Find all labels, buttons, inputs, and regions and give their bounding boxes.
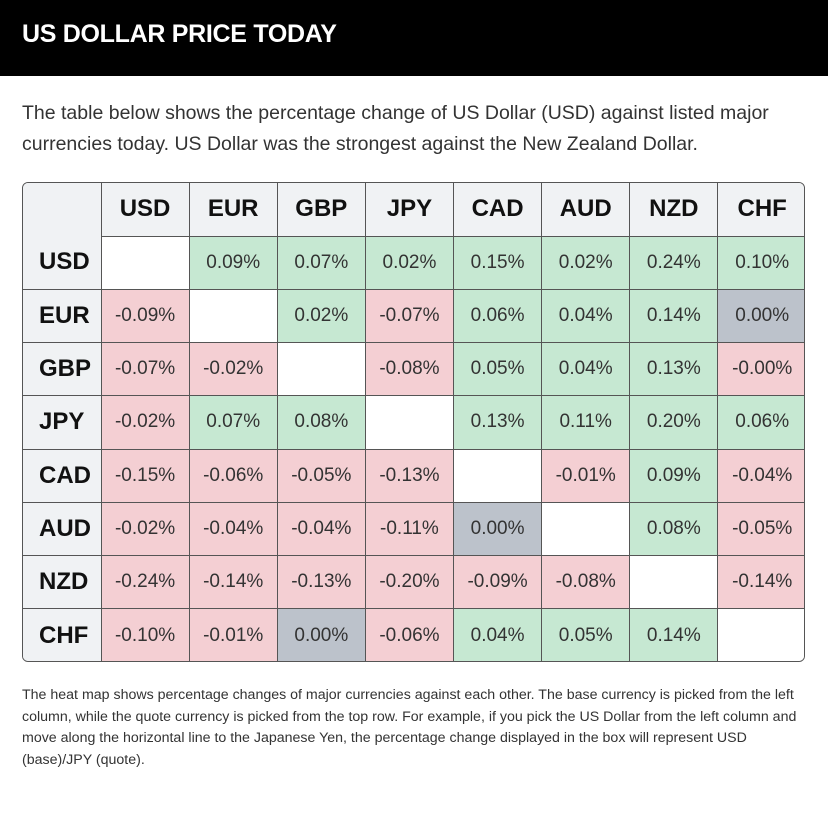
heatmap-cell-gbp-eur: -0.02% — [188, 341, 278, 397]
heatmap-cell-aud-jpy: -0.11% — [364, 501, 455, 557]
heatmap-cell-cad-usd: -0.15% — [100, 448, 190, 503]
row-header-eur: EUR — [23, 288, 102, 344]
heatmap-cell-usd-cad: 0.15% — [452, 235, 543, 290]
row-header-cad: CAD — [23, 448, 102, 503]
heatmap-cell-aud-usd: -0.02% — [100, 501, 190, 557]
heatmap-cell-nzd-aud: -0.08% — [541, 554, 631, 610]
column-header-cad: CAD — [452, 183, 543, 236]
heatmap-cell-nzd-gbp: -0.13% — [276, 554, 366, 610]
heatmap-cell-aud-cad: 0.00% — [452, 501, 543, 557]
heatmap-cell-chf-gbp: 0.00% — [276, 608, 366, 661]
heatmap-cell-usd-eur: 0.09% — [188, 235, 278, 290]
heatmap-row: CAD -0.15% -0.06% -0.05% -0.13% -0.01% 0.09% -0… — [23, 448, 804, 503]
row-header-jpy: JPY — [23, 395, 102, 450]
heatmap-cell-eur-cad: 0.06% — [452, 288, 543, 344]
row-header-aud: AUD — [23, 501, 102, 557]
heatmap-row: GBP -0.07% -0.02% -0.08% 0.05% 0.04% 0.13% -0.0… — [23, 341, 804, 397]
heatmap-row: EUR -0.09% 0.02% -0.07% 0.06% 0.04% 0.14% 0.00% — [23, 288, 804, 344]
heatmap-cell-jpy-usd: -0.02% — [100, 395, 190, 450]
heatmap-corner — [23, 183, 102, 236]
heatmap-cell-gbp-usd: -0.07% — [100, 341, 190, 397]
heatmap-cell-gbp-jpy: -0.08% — [364, 341, 455, 397]
heatmap-cell-gbp-nzd: 0.13% — [629, 341, 719, 397]
heatmap-cell-jpy-jpy — [364, 395, 455, 450]
heatmap-cell-aud-nzd: 0.08% — [629, 501, 719, 557]
heatmap-cell-cad-gbp: -0.05% — [276, 448, 366, 503]
heatmap-cell-jpy-chf: 0.06% — [717, 395, 804, 450]
heatmap-header-row: USD EUR GBP JPY CAD AUD NZD CHF — [23, 183, 804, 236]
heatmap-cell-cad-cad — [452, 448, 543, 503]
heatmap-cell-gbp-aud: 0.04% — [541, 341, 631, 397]
heatmap-cell-eur-usd: -0.09% — [100, 288, 190, 344]
heatmap-cell-eur-gbp: 0.02% — [276, 288, 366, 344]
heatmap-cell-jpy-aud: 0.11% — [541, 395, 631, 450]
heatmap-cell-gbp-gbp — [276, 341, 366, 397]
heatmap-cell-chf-eur: -0.01% — [188, 608, 278, 661]
row-header-gbp: GBP — [23, 341, 102, 397]
heatmap-cell-eur-aud: 0.04% — [541, 288, 631, 344]
heatmap-cell-jpy-eur: 0.07% — [188, 395, 278, 450]
heatmap-cell-jpy-nzd: 0.20% — [629, 395, 719, 450]
heatmap-cell-chf-cad: 0.04% — [452, 608, 543, 661]
heatmap-cell-usd-nzd: 0.24% — [629, 235, 719, 290]
column-header-nzd: NZD — [629, 183, 719, 236]
heatmap-cell-jpy-cad: 0.13% — [452, 395, 543, 450]
footnote-text: The heat map shows percentage changes of… — [22, 687, 797, 768]
heatmap-cell-eur-eur — [188, 288, 278, 344]
heatmap-cell-aud-aud — [541, 501, 631, 557]
heatmap-cell-gbp-cad: 0.05% — [452, 341, 543, 397]
heatmap-cell-usd-aud: 0.02% — [541, 235, 631, 290]
heatmap-cell-aud-eur: -0.04% — [188, 501, 278, 557]
row-header-chf: CHF — [23, 608, 102, 661]
heatmap-cell-eur-nzd: 0.14% — [629, 288, 719, 344]
heatmap-table: USD EUR GBP JPY CAD AUD NZD CHF USD 0.09% 0.07% 0.… — [23, 183, 804, 661]
row-header-nzd: NZD — [23, 554, 102, 610]
heatmap-cell-cad-chf: -0.04% — [717, 448, 804, 503]
column-header-jpy: JPY — [364, 183, 455, 236]
page-title: US DOLLAR PRICE TODAY — [22, 20, 337, 48]
heatmap-cell-usd-chf: 0.10% — [717, 235, 804, 290]
heatmap-body: USD 0.09% 0.07% 0.02% 0.15% 0.02% 0.24% 0.10% EU… — [23, 235, 804, 661]
heatmap-cell-aud-chf: -0.05% — [717, 501, 804, 557]
heatmap-cell-cad-aud: -0.01% — [541, 448, 631, 503]
heatmap-cell-cad-eur: -0.06% — [188, 448, 278, 503]
heatmap-cell-nzd-cad: -0.09% — [452, 554, 543, 610]
heatmap-cell-cad-nzd: 0.09% — [629, 448, 719, 503]
column-header-gbp: GBP — [276, 183, 366, 236]
heatmap-cell-chf-aud: 0.05% — [541, 608, 631, 661]
heatmap-cell-nzd-jpy: -0.20% — [364, 554, 455, 610]
heatmap-cell-chf-nzd: 0.14% — [629, 608, 719, 661]
heatmap-cell-cad-jpy: -0.13% — [364, 448, 455, 503]
heatmap-row: JPY -0.02% 0.07% 0.08% 0.13% 0.11% 0.20% 0.06% — [23, 395, 804, 450]
heatmap-cell-eur-chf: 0.00% — [717, 288, 804, 344]
heatmap-cell-nzd-eur: -0.14% — [188, 554, 278, 610]
heatmap-cell-gbp-chf: -0.00% — [717, 341, 804, 397]
heatmap-row: USD 0.09% 0.07% 0.02% 0.15% 0.02% 0.24% 0.10% — [23, 235, 804, 290]
heatmap-row: NZD -0.24% -0.14% -0.13% -0.20% -0.09% -0.08% -… — [23, 554, 804, 610]
currency-heatmap: USD EUR GBP JPY CAD AUD NZD CHF USD 0.09% 0.07% 0.… — [22, 182, 805, 662]
column-header-eur: EUR — [188, 183, 278, 236]
heatmap-cell-usd-jpy: 0.02% — [364, 235, 455, 290]
heatmap-cell-usd-usd — [100, 235, 190, 290]
heatmap-cell-jpy-gbp: 0.08% — [276, 395, 366, 450]
heatmap-cell-aud-gbp: -0.04% — [276, 501, 366, 557]
heatmap-cell-usd-gbp: 0.07% — [276, 235, 366, 290]
heatmap-cell-eur-jpy: -0.07% — [364, 288, 455, 344]
heatmap-cell-chf-jpy: -0.06% — [364, 608, 455, 661]
heatmap-cell-chf-chf — [717, 608, 804, 661]
heatmap-row: AUD -0.02% -0.04% -0.04% -0.11% 0.00% 0.08% -0.… — [23, 501, 804, 557]
page-header: US DOLLAR PRICE TODAY — [0, 0, 828, 76]
heatmap-cell-chf-usd: -0.10% — [100, 608, 190, 661]
heatmap-cell-nzd-nzd — [629, 554, 719, 610]
column-header-chf: CHF — [717, 183, 804, 236]
row-header-usd: USD — [23, 236, 102, 290]
column-header-aud: AUD — [541, 183, 631, 236]
heatmap-cell-nzd-usd: -0.24% — [100, 554, 190, 610]
heatmap-row: CHF -0.10% -0.01% 0.00% -0.06% 0.04% 0.05% 0.14… — [23, 608, 804, 661]
heatmap-cell-nzd-chf: -0.14% — [717, 554, 804, 610]
intro-text: The table below shows the percentage cha… — [22, 102, 769, 155]
column-header-usd: USD — [100, 183, 190, 236]
